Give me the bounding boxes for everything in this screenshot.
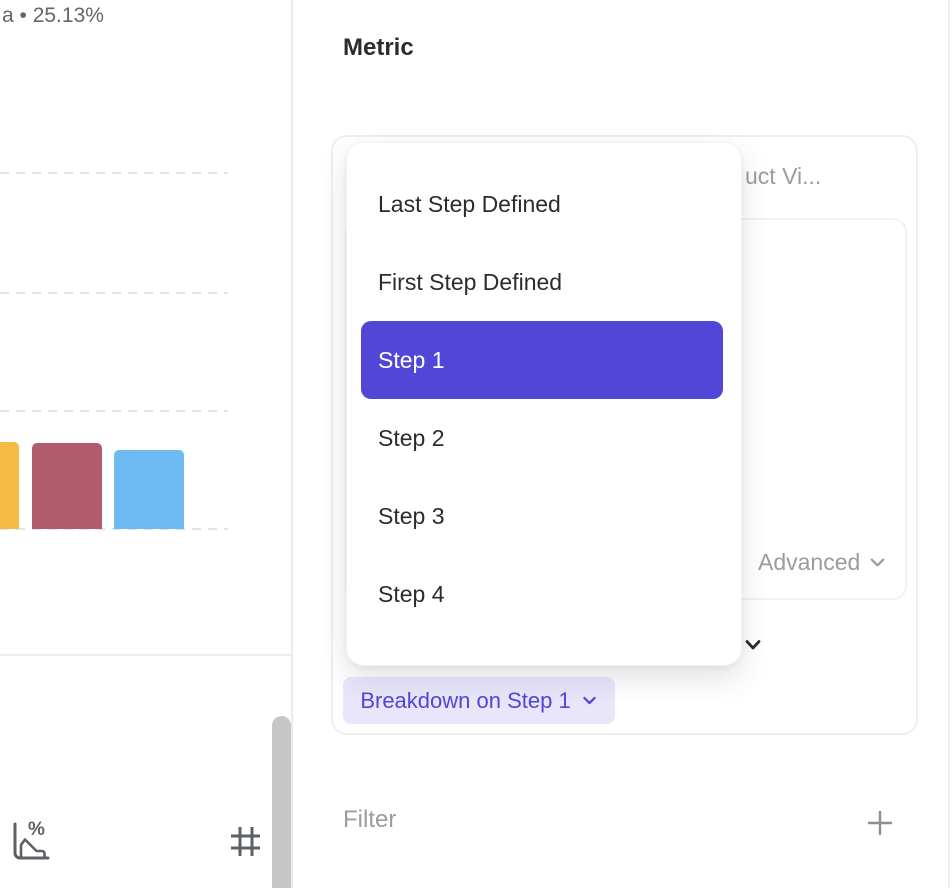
metric-section-title: Metric [343, 34, 414, 61]
chevron-down-icon [581, 692, 598, 709]
chevron-down-icon [868, 553, 887, 572]
panel-right-border [291, 0, 293, 888]
dropdown-item-step-4[interactable]: Step 4 [378, 580, 445, 607]
step-select-dropdown: Last Step Defined First Step Defined Ste… [346, 142, 742, 666]
dropdown-item-last-step-defined[interactable]: Last Step Defined [378, 190, 561, 217]
viewport-right-border [948, 0, 950, 888]
percent-chart-icon[interactable]: % [8, 818, 50, 864]
dropdown-item-step-2[interactable]: Step 2 [378, 424, 445, 451]
event-name-truncated: uct Vi... [745, 163, 822, 189]
vertical-scrollbar-thumb[interactable] [272, 716, 291, 888]
funnel-bar-orange[interactable] [0, 442, 19, 529]
dropdown-item-step-1[interactable]: Step 1 [361, 321, 723, 399]
funnel-bar-rose[interactable] [32, 443, 102, 529]
panel-divider [0, 654, 293, 656]
breakdown-chip[interactable]: Breakdown on Step 1 [343, 677, 615, 724]
chart-gridline [0, 172, 228, 174]
svg-text:%: % [28, 819, 45, 840]
breakdown-chip-label: Breakdown on Step 1 [360, 687, 571, 713]
plus-icon[interactable] [866, 809, 894, 837]
hash-icon[interactable] [227, 823, 264, 860]
funnel-bar-blue[interactable] [114, 450, 184, 529]
advanced-toggle[interactable]: Advanced [758, 549, 887, 576]
chevron-down-icon[interactable] [743, 635, 763, 655]
chart-gridline [0, 528, 228, 530]
chart-gridline [0, 410, 228, 412]
advanced-label: Advanced [758, 549, 861, 575]
chart-gridline [0, 292, 228, 294]
chart-preview-panel: a • 25.13% % [0, 0, 293, 888]
dropdown-item-first-step-defined[interactable]: First Step Defined [378, 268, 563, 295]
breakdown-legend-fragment: a • 25.13% [2, 4, 104, 27]
dropdown-item-step-3[interactable]: Step 3 [378, 502, 445, 529]
filter-section-title: Filter [343, 806, 397, 833]
